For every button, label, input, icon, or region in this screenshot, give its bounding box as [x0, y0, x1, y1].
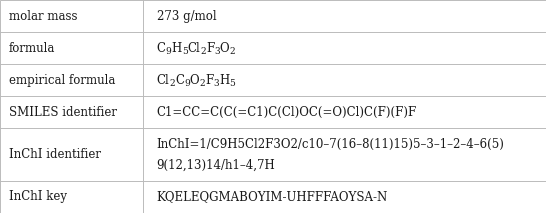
Text: C1=CC=C(C(=C1)C(Cl)OC(=O)Cl)C(F)(F)F: C1=CC=C(C(=C1)C(Cl)OC(=O)Cl)C(F)(F)F: [157, 106, 417, 119]
Text: KQELEQGMABOYIM-UHFFFAOYSA-N: KQELEQGMABOYIM-UHFFFAOYSA-N: [157, 190, 388, 203]
Text: H: H: [219, 73, 229, 86]
Text: F: F: [206, 42, 214, 55]
Text: 5: 5: [229, 79, 235, 88]
Text: 273 g/mol: 273 g/mol: [157, 10, 216, 23]
Text: Cl: Cl: [157, 73, 169, 86]
Text: formula: formula: [9, 42, 55, 55]
Text: 2: 2: [229, 47, 235, 56]
Text: H: H: [171, 42, 182, 55]
Text: molar mass: molar mass: [9, 10, 77, 23]
Text: empirical formula: empirical formula: [9, 73, 115, 86]
Text: InChI=1/C9H5Cl2F3O2/c10–7(16–8(11)15)5–3–1–2–4–6(5): InChI=1/C9H5Cl2F3O2/c10–7(16–8(11)15)5–3…: [157, 137, 505, 150]
Text: 9: 9: [165, 47, 171, 56]
Text: O: O: [220, 42, 229, 55]
Text: 9: 9: [184, 79, 190, 88]
Text: 9(12,13)14/h1–4,7H: 9(12,13)14/h1–4,7H: [157, 159, 275, 172]
Text: F: F: [205, 73, 213, 86]
Text: InChI identifier: InChI identifier: [9, 148, 100, 161]
Text: C: C: [157, 42, 165, 55]
Text: SMILES identifier: SMILES identifier: [9, 106, 117, 119]
Text: Cl: Cl: [188, 42, 200, 55]
Text: C: C: [175, 73, 184, 86]
Text: 3: 3: [213, 79, 219, 88]
Text: InChI key: InChI key: [9, 190, 67, 203]
Text: O: O: [190, 73, 199, 86]
Text: 5: 5: [182, 47, 188, 56]
Text: 3: 3: [214, 47, 220, 56]
Text: 2: 2: [200, 47, 206, 56]
Text: 2: 2: [169, 79, 175, 88]
Text: 2: 2: [199, 79, 205, 88]
